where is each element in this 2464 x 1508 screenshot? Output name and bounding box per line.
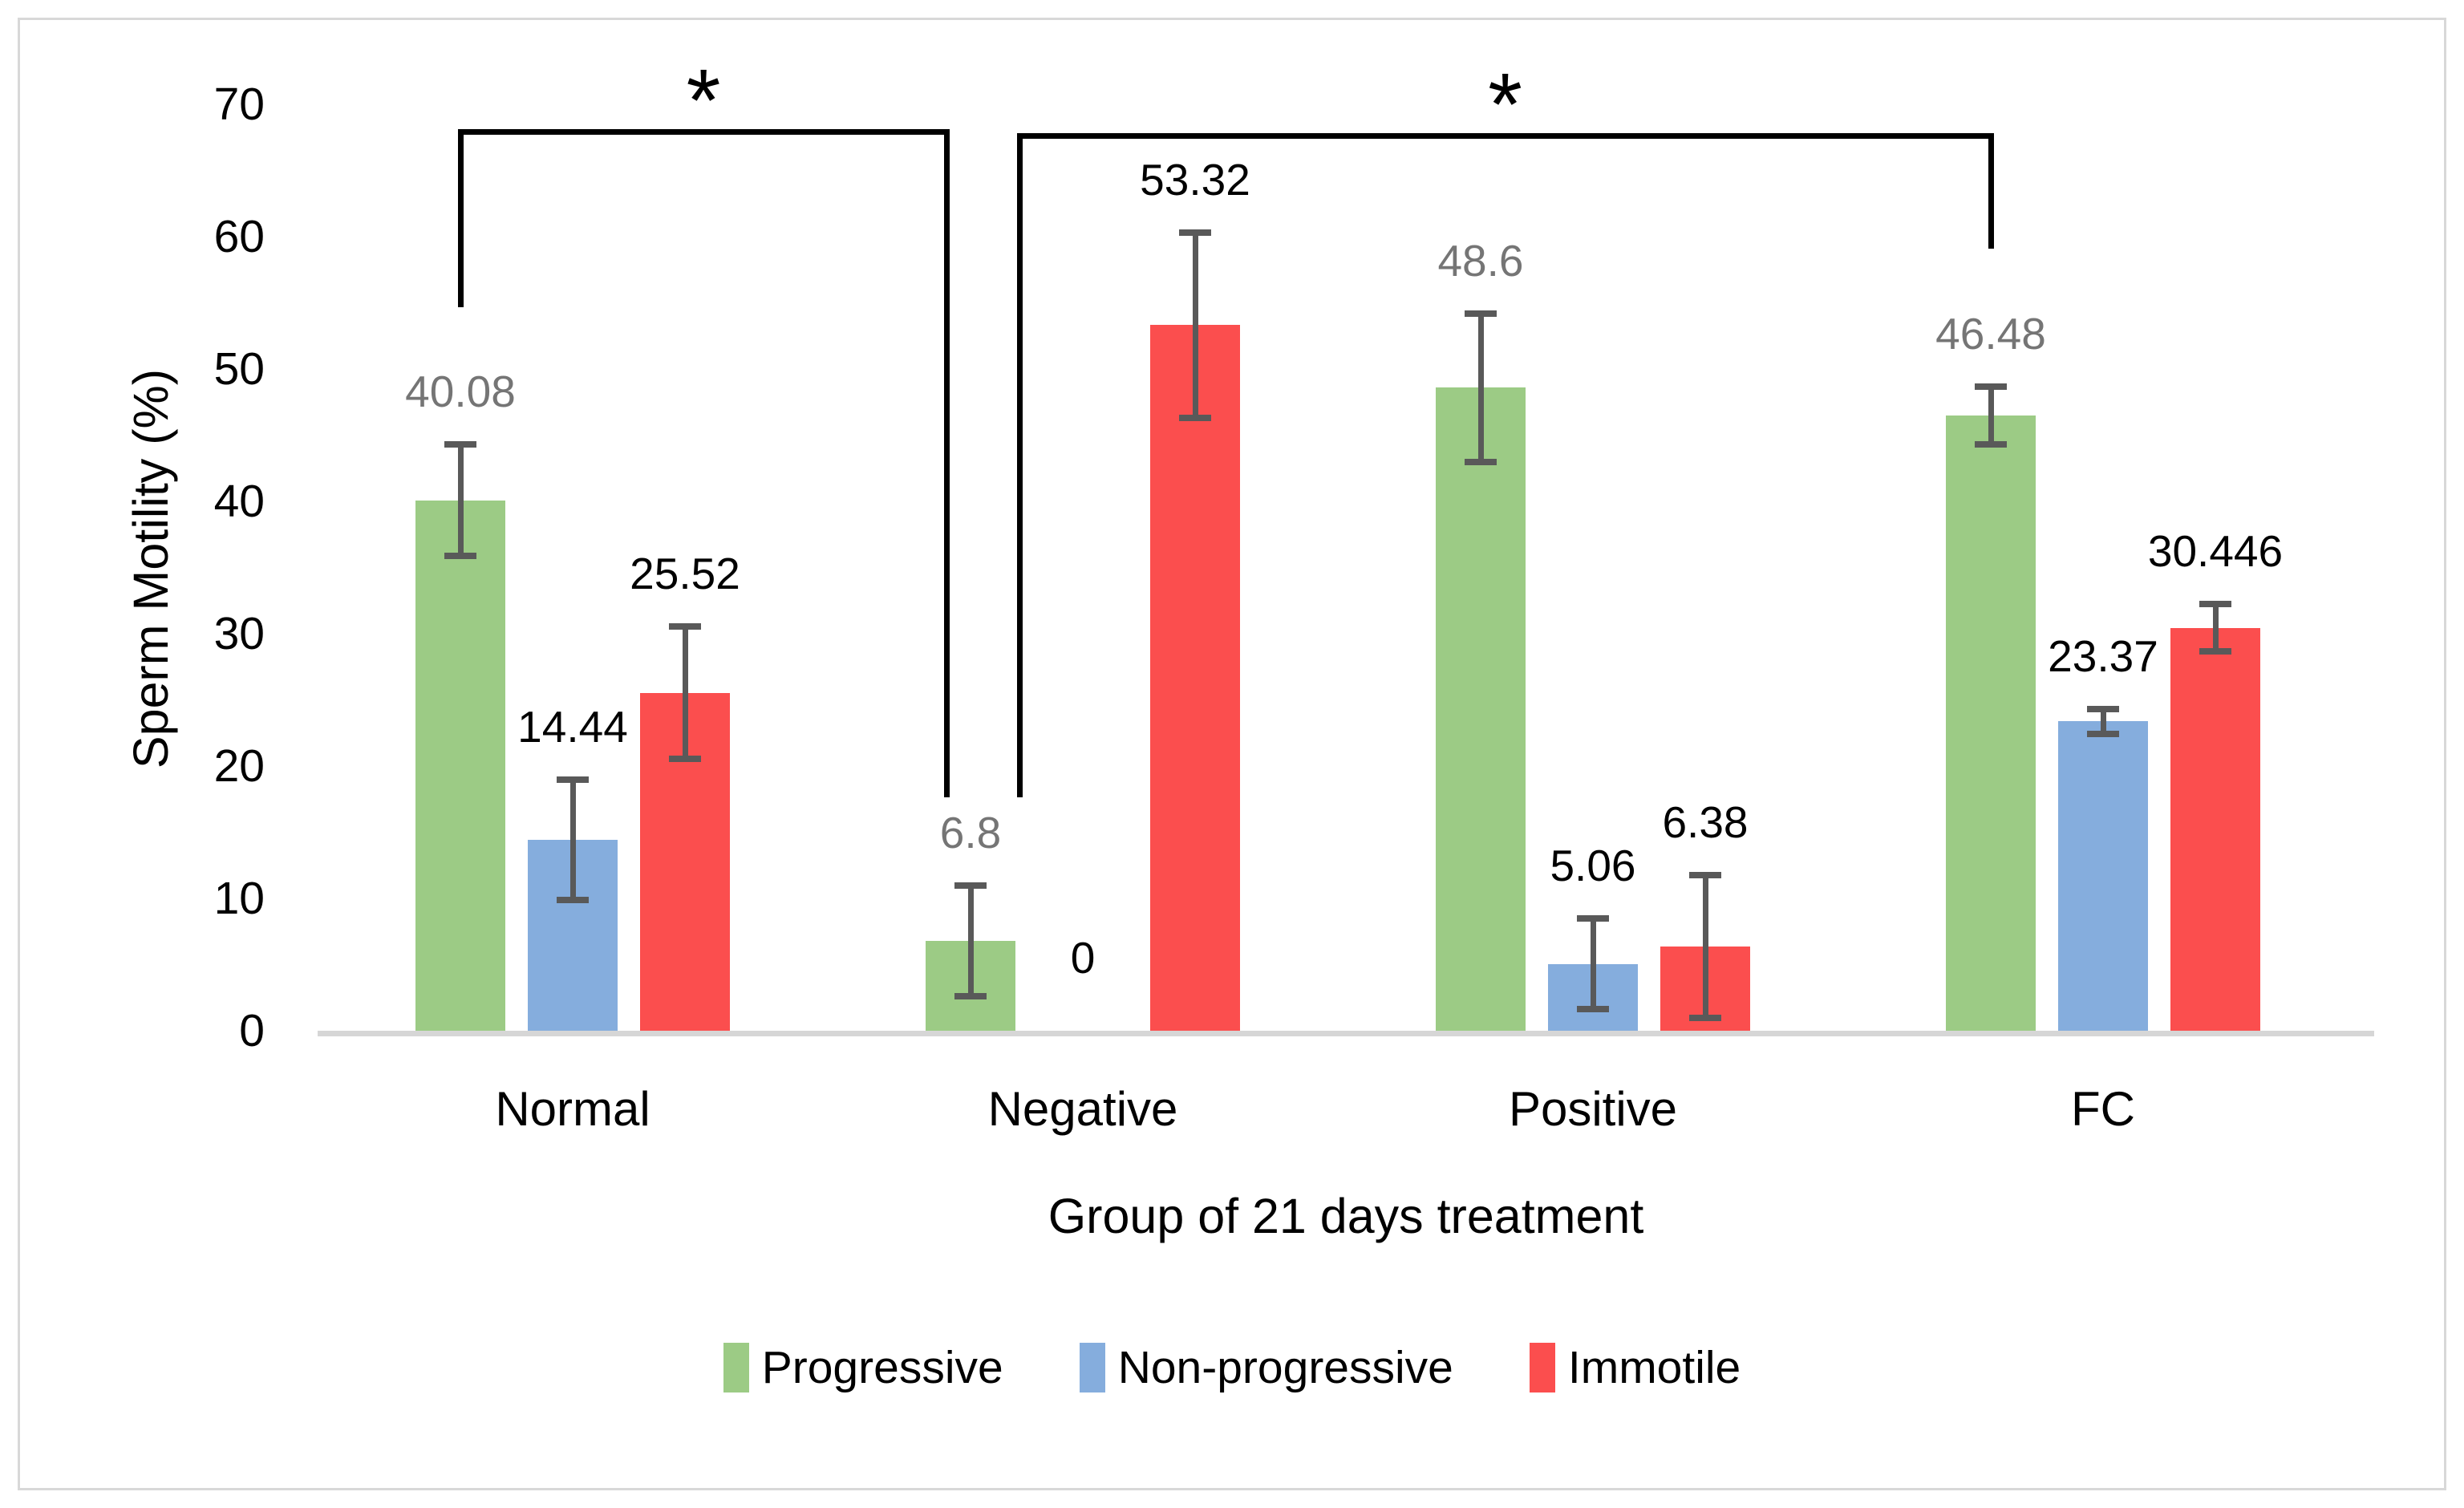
bar-progressive-fc xyxy=(1946,416,2036,1031)
data-label: 30.446 xyxy=(2147,525,2284,576)
y-tick-label: 70 xyxy=(213,79,265,130)
y-tick-label: 40 xyxy=(213,476,265,527)
x-axis-title: Group of 21 days treatment xyxy=(1048,1189,1644,1243)
y-tick-label: 50 xyxy=(213,343,265,395)
significance-asterisk: * xyxy=(1488,55,1522,154)
bar-non-progressive-fc xyxy=(2058,721,2148,1031)
error-bar-line xyxy=(1590,918,1596,1010)
data-label: 46.48 xyxy=(1935,308,2046,359)
error-bar-cap xyxy=(954,993,987,1000)
significance-bracket-right xyxy=(943,129,950,797)
data-label: 53.32 xyxy=(1140,154,1250,205)
error-bar-cap xyxy=(2199,648,2231,655)
category-label: Negative xyxy=(987,1082,1178,1136)
data-label: 5.06 xyxy=(1550,840,1636,890)
error-bar-line xyxy=(2212,603,2219,652)
error-bar-cap xyxy=(1577,1006,1609,1013)
error-bar-cap xyxy=(1179,229,1211,236)
error-bar-line xyxy=(1192,232,1198,418)
data-label: 48.6 xyxy=(1437,235,1524,286)
y-tick-label: 30 xyxy=(213,608,265,659)
significance-bracket-left xyxy=(1016,133,1023,797)
y-tick-label: 0 xyxy=(239,1005,265,1056)
category-label: Normal xyxy=(495,1082,650,1136)
category-label: FC xyxy=(2071,1082,2135,1136)
error-bar-cap xyxy=(1975,383,2007,390)
error-bar-line xyxy=(1988,386,1994,445)
data-label: 25.52 xyxy=(630,549,740,599)
legend-label: Immotile xyxy=(1567,1342,1741,1393)
y-tick-label: 10 xyxy=(213,873,265,924)
error-bar-cap xyxy=(669,623,701,630)
y-tick-label: 60 xyxy=(213,211,265,262)
error-bar-cap xyxy=(2087,705,2119,712)
data-label: 0 xyxy=(1070,933,1096,983)
error-bar-line xyxy=(682,626,688,760)
error-bar-cap xyxy=(444,441,476,448)
x-axis-line xyxy=(318,1031,2374,1036)
category-label: Positive xyxy=(1508,1082,1678,1136)
error-bar-cap xyxy=(1689,871,1721,878)
error-bar-line xyxy=(967,885,974,997)
error-bar-cap xyxy=(1689,1014,1721,1021)
legend-item-progressive: Progressive xyxy=(723,1341,1003,1394)
bar-progressive-positive xyxy=(1436,387,1526,1031)
legend-item-immotile: Immotile xyxy=(1529,1341,1741,1394)
legend-swatch-non-progressive xyxy=(1079,1343,1105,1392)
data-label: 23.37 xyxy=(2048,630,2158,681)
legend: Progressive Non-progressive Immotile xyxy=(0,1341,2464,1394)
error-bar-cap xyxy=(1975,441,2007,448)
bar-immotile-fc xyxy=(2170,627,2260,1031)
significance-bracket-right xyxy=(1988,133,1994,249)
error-bar-line xyxy=(457,444,464,556)
error-bar-cap xyxy=(1465,458,1497,465)
error-bar-cap xyxy=(2087,731,2119,738)
error-bar-cap xyxy=(1465,310,1497,317)
legend-swatch-progressive xyxy=(723,1343,749,1392)
error-bar-cap xyxy=(1577,914,1609,922)
data-label: 40.08 xyxy=(405,367,516,417)
significance-bracket-top xyxy=(457,129,950,135)
bar-progressive-normal xyxy=(415,500,505,1031)
error-bar-cap xyxy=(669,756,701,763)
legend-item-non-progressive: Non-progressive xyxy=(1079,1341,1453,1394)
error-bar-line xyxy=(1477,313,1484,462)
legend-swatch-immotile xyxy=(1529,1343,1555,1392)
error-bar-line xyxy=(1702,874,1708,1018)
data-label: 14.44 xyxy=(517,701,628,752)
error-bar-cap xyxy=(2199,600,2231,607)
error-bar-line xyxy=(2100,708,2106,735)
significance-bracket-top xyxy=(1016,133,1994,139)
error-bar-line xyxy=(569,779,576,900)
legend-label: Progressive xyxy=(761,1342,1003,1393)
legend-label: Non-progressive xyxy=(1117,1342,1453,1393)
bar-immotile-negative xyxy=(1150,325,1240,1031)
significance-asterisk: * xyxy=(686,51,721,150)
error-bar-cap xyxy=(557,896,589,903)
data-label: 6.8 xyxy=(939,807,1002,857)
significance-bracket-left xyxy=(457,129,464,307)
error-bar-cap xyxy=(444,552,476,559)
error-bar-cap xyxy=(1179,414,1211,421)
data-label: 6.38 xyxy=(1662,797,1749,847)
error-bar-cap xyxy=(954,882,987,889)
y-tick-label: 20 xyxy=(213,740,265,792)
error-bar-cap xyxy=(557,776,589,783)
